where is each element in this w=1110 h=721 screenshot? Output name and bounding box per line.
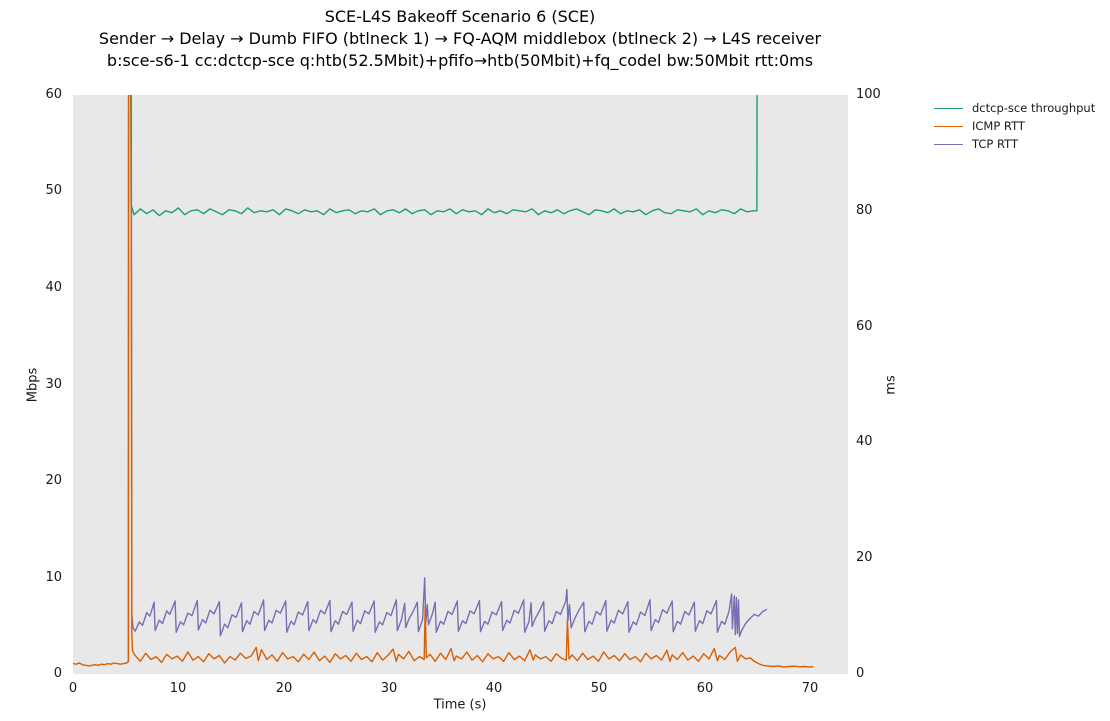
y-tick-left-60: 60 bbox=[45, 87, 62, 102]
x-tick-0: 0 bbox=[68, 681, 78, 696]
title-line-2: Sender → Delay → Dumb FIFO (btlneck 1) →… bbox=[98, 29, 822, 48]
title-line-1: SCE-L4S Bakeoff Scenario 6 (SCE) bbox=[324, 7, 596, 26]
legend-item-tcp-rtt: TCP RTT bbox=[934, 135, 1095, 153]
y-tick-right-60: 60 bbox=[856, 319, 873, 334]
legend-line-icon bbox=[934, 143, 963, 145]
x-tick-50: 50 bbox=[590, 681, 608, 696]
title-line-3: b:sce-s6-1 cc:dctcp-sce q:htb(52.5Mbit)+… bbox=[106, 51, 814, 70]
legend-line-icon bbox=[934, 125, 963, 127]
legend-item-icmp-rtt: ICMP RTT bbox=[934, 117, 1095, 135]
x-tick-40: 40 bbox=[485, 681, 503, 696]
x-tick-10: 10 bbox=[169, 681, 187, 696]
y-tick-left-50: 50 bbox=[45, 183, 62, 198]
y-tick-left-20: 20 bbox=[45, 473, 62, 488]
x-tick-60: 60 bbox=[696, 681, 714, 696]
x-tick-30: 30 bbox=[380, 681, 398, 696]
icmp-rtt-line bbox=[73, 95, 814, 668]
y-tick-right-100: 100 bbox=[856, 87, 881, 102]
y-axis-label-right: ms bbox=[883, 375, 899, 395]
legend-label: TCP RTT bbox=[972, 137, 1018, 151]
tcp-rtt-line bbox=[127, 95, 768, 663]
y-tick-left-40: 40 bbox=[45, 280, 62, 295]
y-tick-right-20: 20 bbox=[856, 550, 873, 565]
legend-line-icon bbox=[934, 107, 963, 109]
legend-item-throughput: dctcp-sce throughput bbox=[934, 99, 1095, 117]
x-tick-20: 20 bbox=[275, 681, 293, 696]
y-tick-left-0: 0 bbox=[53, 666, 62, 681]
legend: dctcp-sce throughput ICMP RTT TCP RTT bbox=[934, 99, 1095, 153]
y-tick-right-40: 40 bbox=[856, 434, 873, 449]
legend-label: ICMP RTT bbox=[972, 119, 1025, 133]
legend-label: dctcp-sce throughput bbox=[972, 101, 1096, 115]
plot-area bbox=[73, 95, 848, 674]
y-axis-label-left: Mbps bbox=[25, 367, 41, 403]
throughput-line bbox=[130, 95, 758, 217]
chart-title: SCE-L4S Bakeoff Scenario 6 (SCE) Sender … bbox=[99, 6, 821, 72]
x-axis-label: Time (s) bbox=[433, 697, 487, 713]
y-tick-left-10: 10 bbox=[45, 570, 62, 585]
y-tick-left-30: 30 bbox=[45, 377, 62, 392]
plot-svg bbox=[73, 95, 814, 668]
x-tick-70: 70 bbox=[801, 681, 819, 696]
y-tick-right-80: 80 bbox=[856, 203, 873, 218]
y-tick-right-0: 0 bbox=[856, 666, 865, 681]
